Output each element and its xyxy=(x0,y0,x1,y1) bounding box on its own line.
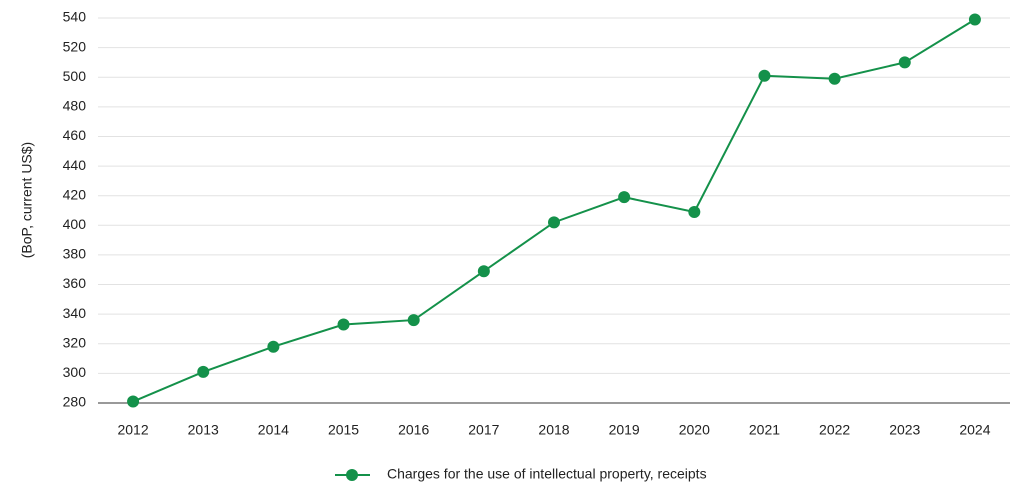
y-tick-label: 440 xyxy=(63,157,87,173)
x-tick-label: 2016 xyxy=(398,422,429,438)
x-tick-label: 2013 xyxy=(188,422,219,438)
y-tick-label: 520 xyxy=(63,38,87,54)
x-tick-label: 2015 xyxy=(328,422,359,438)
x-tick-label: 2017 xyxy=(468,422,499,438)
y-tick-label: 340 xyxy=(63,305,87,321)
y-tick-label: 400 xyxy=(63,216,87,232)
point xyxy=(548,216,560,229)
y-tick-label: 480 xyxy=(63,98,87,114)
x-tick-label: 2018 xyxy=(538,422,569,438)
point xyxy=(828,72,841,85)
point xyxy=(127,395,140,408)
y-axis-label: (BoP, current US$) xyxy=(19,142,35,258)
y-tick-label: 320 xyxy=(63,334,87,350)
x-tick-label: 2023 xyxy=(889,422,920,438)
legend-label: Charges for the use of intellectual prop… xyxy=(387,466,707,482)
point xyxy=(758,69,771,82)
point xyxy=(618,191,631,204)
y-tick-label: 300 xyxy=(63,364,87,380)
x-tick-label: 2022 xyxy=(819,422,850,438)
x-tick-label: 2014 xyxy=(258,422,289,438)
x-tick-label: 2019 xyxy=(609,422,640,438)
x-tick-label: 2020 xyxy=(679,422,710,438)
point xyxy=(407,314,420,327)
x-tick-label: 2024 xyxy=(959,422,990,438)
y-tick-label: 500 xyxy=(63,68,87,84)
point xyxy=(898,56,911,69)
y-tick-label: 280 xyxy=(63,394,87,410)
y-tick-label: 360 xyxy=(63,275,87,291)
x-tick-label: 2012 xyxy=(117,422,148,438)
legend-marker xyxy=(346,469,358,481)
y-tick-label: 460 xyxy=(63,127,87,143)
point xyxy=(267,340,280,353)
point xyxy=(197,365,210,378)
point xyxy=(477,265,490,278)
point xyxy=(688,205,701,218)
point xyxy=(968,13,981,26)
point xyxy=(337,318,350,331)
y-tick-label: 420 xyxy=(63,186,87,202)
x-tick-label: 2021 xyxy=(749,422,780,438)
y-tick-label: 540 xyxy=(63,9,87,25)
y-tick-label: 380 xyxy=(63,246,87,262)
